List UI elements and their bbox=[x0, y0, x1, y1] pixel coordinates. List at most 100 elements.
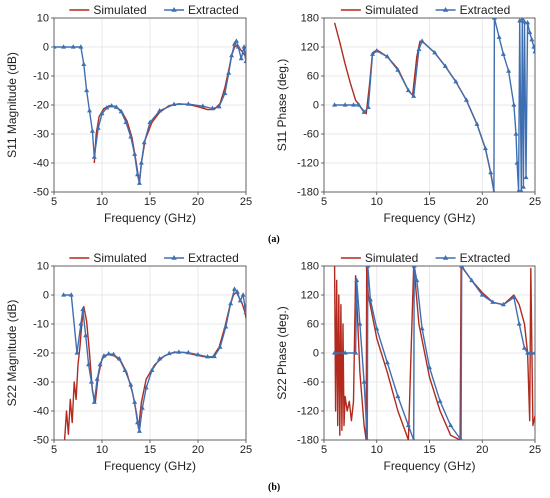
y-tick-label: 0 bbox=[43, 290, 49, 302]
x-tick-label: 25 bbox=[529, 444, 541, 456]
data-point bbox=[411, 266, 417, 268]
data-point bbox=[88, 379, 94, 384]
chart-4: 5 10 15 20 25 -180 -120 -60 0 60 120 180 Simulated Ex… bbox=[275, 251, 541, 473]
data-point bbox=[523, 174, 529, 180]
data-point bbox=[459, 437, 463, 440]
chart-1: 5 10 15 20 25 -50 -40 -30 -20 -10 0 10 Simulated Extr… bbox=[5, 3, 252, 225]
y-tick-label: -30 bbox=[33, 129, 49, 141]
data-point bbox=[513, 131, 519, 136]
data-point bbox=[517, 18, 523, 23]
data-point bbox=[242, 303, 246, 309]
y-tick-label: 0 bbox=[43, 42, 49, 54]
y-tick-label: -60 bbox=[303, 377, 319, 389]
y-tick-label: -120 bbox=[297, 406, 319, 418]
subfigure-label-a: (a) bbox=[268, 234, 280, 245]
data-point bbox=[200, 103, 206, 108]
data-point bbox=[87, 108, 93, 113]
data-point bbox=[419, 326, 425, 331]
data-point bbox=[395, 67, 401, 72]
x-tick-label: 15 bbox=[423, 444, 435, 456]
data-point bbox=[479, 292, 485, 297]
data-point bbox=[365, 266, 371, 268]
y-tick-label: -20 bbox=[33, 348, 49, 360]
data-point bbox=[241, 44, 246, 49]
data-point bbox=[229, 52, 235, 58]
data-point bbox=[531, 44, 535, 49]
data-point bbox=[111, 351, 117, 357]
data-point bbox=[226, 70, 232, 75]
data-point bbox=[222, 90, 228, 95]
data-point bbox=[525, 350, 531, 355]
data-point bbox=[238, 55, 244, 61]
data-point bbox=[506, 68, 512, 73]
x-tick-label: 5 bbox=[51, 196, 57, 208]
data-point bbox=[500, 301, 506, 307]
legend-label: Simulated bbox=[93, 251, 146, 265]
data-point bbox=[136, 180, 142, 185]
legend-label: Extracted bbox=[188, 3, 239, 17]
data-point bbox=[500, 51, 506, 56]
x-tick-label: 5 bbox=[321, 444, 327, 456]
data-point bbox=[81, 61, 87, 66]
data-point bbox=[185, 349, 191, 355]
data-point bbox=[86, 361, 92, 367]
data-point bbox=[233, 38, 239, 43]
y-tick-label: -10 bbox=[33, 319, 49, 331]
series-group bbox=[332, 18, 535, 192]
plot-frame bbox=[53, 265, 247, 441]
data-point bbox=[118, 108, 124, 114]
x-tick-label: 10 bbox=[371, 444, 383, 456]
data-point bbox=[205, 353, 211, 359]
data-point bbox=[514, 160, 520, 165]
data-point bbox=[405, 87, 411, 93]
data-point bbox=[209, 105, 215, 111]
y-tick-label: -60 bbox=[303, 129, 319, 141]
y-tick-label: -30 bbox=[33, 377, 49, 389]
data-point bbox=[147, 119, 153, 124]
x-tick-label: 5 bbox=[321, 196, 327, 208]
data-point bbox=[527, 29, 533, 35]
data-point bbox=[141, 139, 147, 145]
x-axis-label: Frequency (GHz) bbox=[104, 459, 196, 473]
series-line-extracted bbox=[54, 40, 246, 184]
data-point bbox=[171, 101, 177, 107]
y-tick-label: -20 bbox=[33, 100, 49, 112]
x-tick-label: 15 bbox=[144, 196, 156, 208]
data-point bbox=[211, 353, 217, 359]
data-point bbox=[354, 277, 360, 283]
data-point bbox=[149, 367, 155, 372]
data-point bbox=[332, 102, 338, 107]
x-tick-label: 5 bbox=[51, 444, 57, 456]
data-point bbox=[101, 353, 107, 358]
data-point bbox=[482, 145, 488, 151]
data-point bbox=[116, 356, 122, 361]
data-point bbox=[106, 351, 112, 356]
data-point bbox=[463, 97, 469, 102]
data-point bbox=[128, 134, 134, 139]
data-point bbox=[353, 350, 359, 355]
data-point bbox=[61, 44, 67, 49]
data-point bbox=[532, 350, 535, 355]
series-group bbox=[54, 38, 246, 185]
legend-label: Extracted bbox=[460, 251, 511, 265]
x-tick-label: 20 bbox=[192, 444, 204, 456]
data-point bbox=[521, 19, 527, 24]
data-point bbox=[520, 184, 526, 189]
y-axis-label: S22 Phase (deg.) bbox=[275, 306, 289, 399]
y-tick-label: -40 bbox=[33, 406, 49, 418]
data-point bbox=[459, 266, 465, 268]
y-tick-label: -180 bbox=[297, 187, 319, 199]
data-point bbox=[135, 419, 141, 425]
x-axis-label: Frequency (GHz) bbox=[104, 211, 196, 225]
legend-marker bbox=[442, 255, 449, 260]
data-point bbox=[157, 108, 163, 113]
y-tick-label: 0 bbox=[313, 100, 319, 112]
data-point bbox=[122, 367, 128, 372]
y-tick-label: 120 bbox=[301, 42, 319, 54]
data-point bbox=[365, 437, 369, 440]
data-point bbox=[80, 306, 86, 312]
data-point bbox=[529, 36, 535, 42]
data-point bbox=[351, 102, 357, 107]
data-point bbox=[78, 44, 84, 49]
